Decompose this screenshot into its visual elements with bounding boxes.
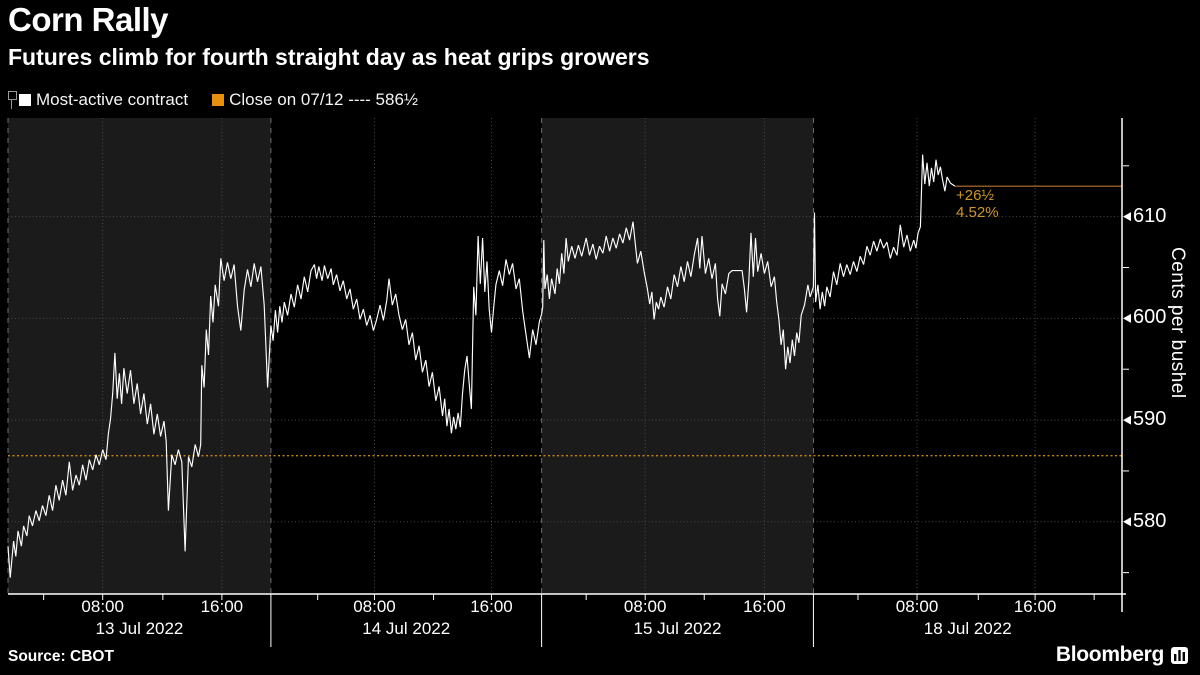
y-tick-arrow <box>1123 313 1131 323</box>
y-tick-arrow <box>1123 212 1131 222</box>
chart-subtitle: Futures climb for fourth straight day as… <box>8 44 650 70</box>
chart-flag-marker-icon <box>6 90 19 110</box>
y-tick-arrow <box>1123 517 1131 527</box>
bloomberg-logo: Bloomberg <box>1056 643 1188 667</box>
bloomberg-wordmark: Bloomberg <box>1055 643 1164 666</box>
y-axis-title: Cents per bushel <box>1167 247 1188 399</box>
series-swatch-icon <box>19 94 31 106</box>
session-band <box>541 118 814 594</box>
price-line <box>7 154 956 578</box>
page-title: Corn Rally <box>8 1 169 38</box>
legend: Most-active contract Close on 07/12 ----… <box>6 90 418 110</box>
source-credit: Source: CBOT <box>8 648 114 665</box>
legend-item-close: Close on 07/12 ---- 586½ <box>229 90 419 109</box>
legend-item-most-active: Most-active contract <box>36 90 189 109</box>
session-band <box>8 118 271 594</box>
change-value: +26½ <box>956 187 994 204</box>
bloomberg-terminal-icon <box>1171 646 1188 664</box>
y-tick-arrow <box>1123 415 1131 425</box>
change-percent: 4.52% <box>956 204 999 221</box>
close-swatch-icon <box>212 94 225 106</box>
price-change-annotation: +26½ 4.52% <box>956 187 999 221</box>
